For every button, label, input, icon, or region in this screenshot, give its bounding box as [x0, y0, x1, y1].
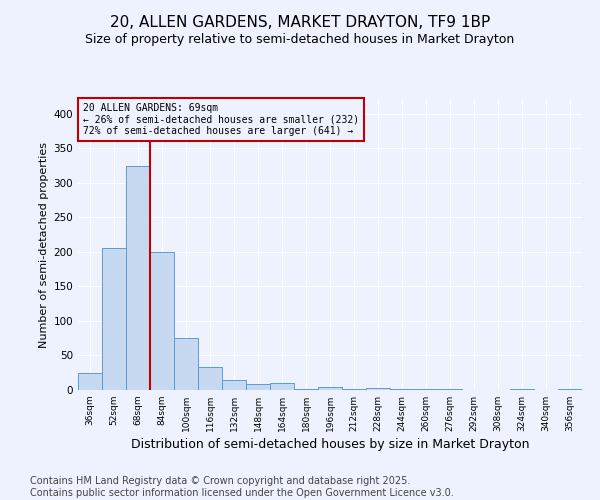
Text: Contains HM Land Registry data © Crown copyright and database right 2025.
Contai: Contains HM Land Registry data © Crown c…: [30, 476, 454, 498]
Text: 20 ALLEN GARDENS: 69sqm
← 26% of semi-detached houses are smaller (232)
72% of s: 20 ALLEN GARDENS: 69sqm ← 26% of semi-de…: [83, 103, 359, 136]
Text: 20, ALLEN GARDENS, MARKET DRAYTON, TF9 1BP: 20, ALLEN GARDENS, MARKET DRAYTON, TF9 1…: [110, 15, 490, 30]
Bar: [366, 388, 390, 390]
Text: Size of property relative to semi-detached houses in Market Drayton: Size of property relative to semi-detach…: [85, 32, 515, 46]
Bar: [270, 383, 294, 390]
Bar: [78, 372, 102, 390]
Y-axis label: Number of semi-detached properties: Number of semi-detached properties: [39, 142, 49, 348]
Bar: [510, 388, 534, 390]
Bar: [222, 380, 246, 390]
Bar: [342, 388, 366, 390]
Bar: [126, 166, 150, 390]
Bar: [318, 387, 342, 390]
Bar: [150, 252, 174, 390]
Bar: [246, 384, 270, 390]
Bar: [102, 248, 126, 390]
Bar: [174, 338, 198, 390]
Bar: [198, 367, 222, 390]
X-axis label: Distribution of semi-detached houses by size in Market Drayton: Distribution of semi-detached houses by …: [131, 438, 529, 451]
Bar: [294, 388, 318, 390]
